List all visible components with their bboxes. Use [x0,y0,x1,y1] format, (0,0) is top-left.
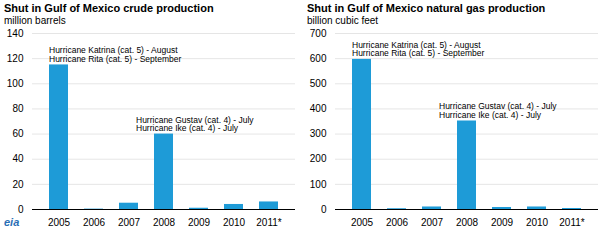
html-text:billion cubic feet: billion cubic feet [307,15,379,26]
svg-text:300: 300 [310,128,327,139]
svg-text:20: 20 [12,179,24,190]
svg-text:2005: 2005 [48,217,71,227]
svg-text:0: 0 [321,204,327,215]
svg-text:2007: 2007 [421,217,444,227]
svg-text:0: 0 [18,204,24,215]
html-text:million barrels: million barrels [4,15,66,26]
svg-text:2009: 2009 [188,217,211,227]
svg-text:500: 500 [310,78,327,89]
svg-text:80: 80 [12,103,24,114]
svg-text:Hurricane Katrina (cat. 5) - A: Hurricane Katrina (cat. 5) - AugustHurri… [49,45,181,64]
svg-text:Hurricane Katrina (cat. 5) - A: Hurricane Katrina (cat. 5) - AugustHurri… [352,40,484,59]
svg-text:2006: 2006 [83,217,106,227]
svg-text:2008: 2008 [456,217,479,227]
svg-text:Hurricane Gustav (cat. 4) - Ju: Hurricane Gustav (cat. 4) - JulyHurrican… [136,115,254,134]
html-text:Shut in Gulf of Mexico crude p: Shut in Gulf of Mexico crude production [4,2,214,14]
svg-text:2010: 2010 [223,217,246,227]
svg-text:60: 60 [12,128,24,139]
svg-text:400: 400 [310,103,327,114]
svg-text:100: 100 [310,179,327,190]
svg-text:2009: 2009 [491,217,514,227]
svg-text:100: 100 [7,78,24,89]
svg-text:140: 140 [7,28,24,39]
svg-text:120: 120 [7,53,24,64]
svg-text:700: 700 [310,28,327,39]
svg-text:600: 600 [310,53,327,64]
svg-text:2005: 2005 [351,217,374,227]
svg-text:40: 40 [12,153,24,164]
html-text:eia: eia [4,216,20,228]
svg-text:Hurricane Gustav (cat. 4) - Ju: Hurricane Gustav (cat. 4) - JulyHurrican… [439,101,557,120]
svg-text:2010: 2010 [526,217,549,227]
svg-text:2011*: 2011* [559,217,585,227]
svg-text:2011*: 2011* [256,217,282,227]
svg-text:200: 200 [310,153,327,164]
svg-text:2008: 2008 [153,217,176,227]
svg-text:2007: 2007 [118,217,141,227]
svg-text:2006: 2006 [386,217,409,227]
html-text:Shut in Gulf of Mexico natural: Shut in Gulf of Mexico natural gas produ… [307,2,546,14]
